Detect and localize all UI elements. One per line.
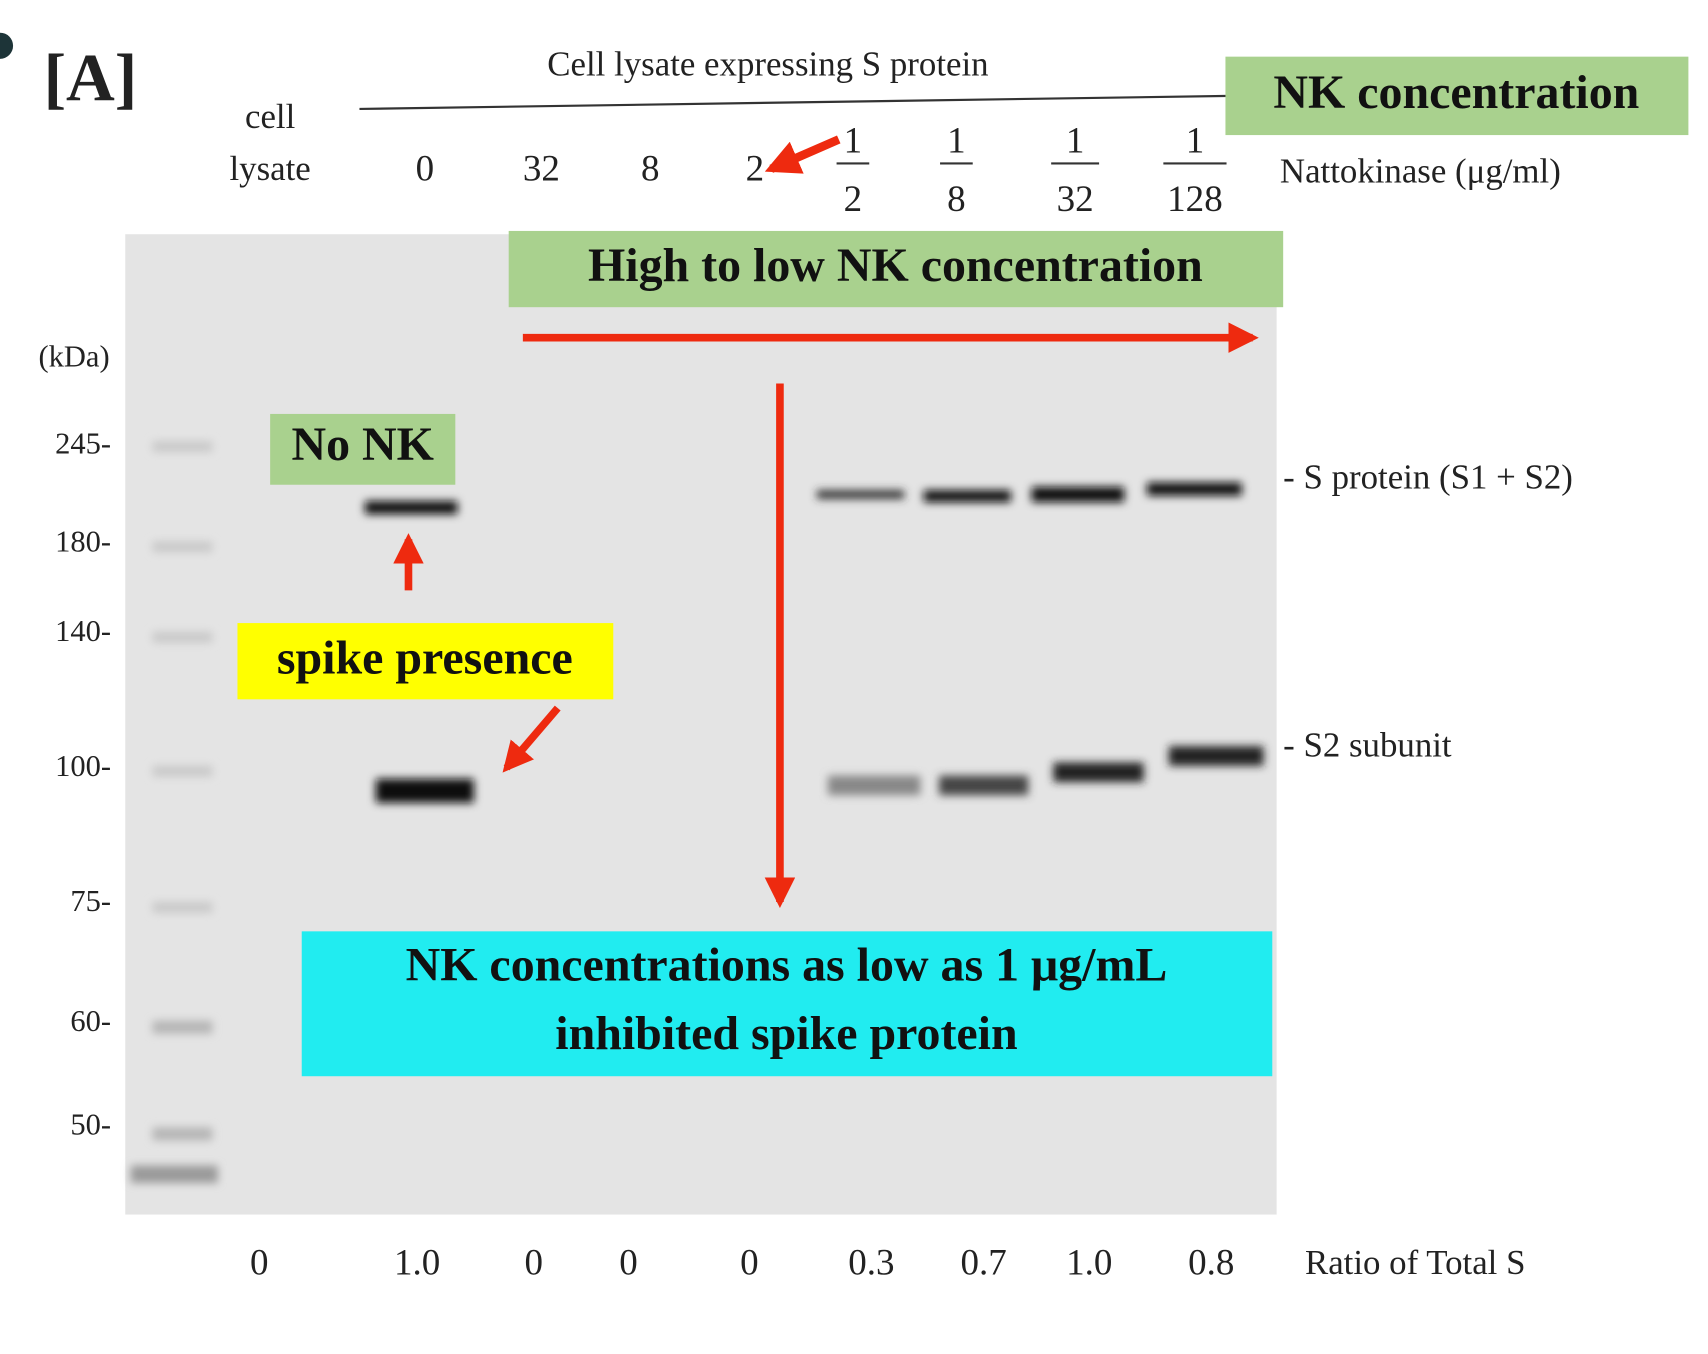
- marker-label: 60-: [70, 1004, 111, 1038]
- unit-label: Nattokinase (μg/ml): [1280, 151, 1561, 190]
- dose-label: 0: [416, 149, 435, 190]
- ladder: [130, 441, 218, 1183]
- annotation: High to low NK concentration: [588, 239, 1203, 292]
- panel-label: [A]: [44, 40, 138, 115]
- fraction-numerator: 1: [947, 120, 966, 161]
- ratio-value: 0.8: [1188, 1242, 1234, 1283]
- label-box: [301, 931, 1273, 1077]
- dose-label: 32: [523, 149, 560, 190]
- arrow: [502, 705, 561, 773]
- ratio-value: 1.0: [394, 1242, 440, 1283]
- marker-label: 180-: [55, 525, 111, 559]
- annotation: NK concentration: [1273, 66, 1639, 119]
- label-box: [1225, 56, 1689, 136]
- fraction-denominator: 128: [1167, 179, 1223, 220]
- fraction-denominator: 32: [1057, 179, 1094, 220]
- marker-label: 140-: [55, 614, 111, 648]
- ratio-value: 0.3: [848, 1242, 894, 1283]
- marker-label: 75-: [70, 884, 111, 918]
- fraction-numerator: 1: [1186, 120, 1205, 161]
- band-label: - S protein (S1 + S2): [1283, 457, 1573, 496]
- ratio-value: 0: [619, 1242, 638, 1283]
- dose-label: 8: [641, 149, 660, 190]
- marker-label: 100-: [55, 749, 111, 783]
- ratio-value: 0: [524, 1242, 543, 1283]
- header-line: [359, 94, 1231, 111]
- marker-label: 50-: [70, 1107, 111, 1141]
- dose-label: 2: [746, 149, 765, 190]
- label-box: [237, 623, 614, 700]
- dose-labels: 0 32 8 2: [416, 149, 765, 190]
- fraction-numerator: 1: [844, 120, 863, 161]
- annotation: spike presence: [277, 631, 573, 684]
- fraction-labels: 1 2 1 8 1 32 1 128: [836, 120, 1227, 220]
- marker-unit: (kDa): [39, 339, 110, 373]
- ratio-label: Ratio of Total S: [1305, 1243, 1526, 1282]
- band-label: - S2 subunit: [1283, 725, 1452, 764]
- fraction-denominator: 2: [844, 179, 863, 220]
- ratio-value: 1.0: [1066, 1242, 1112, 1283]
- label-box: [508, 230, 1284, 308]
- marker-label: 245-: [55, 427, 111, 461]
- lane-label: cell: [245, 97, 295, 136]
- annotation: NK concentrations as low as 1 μg/mL: [406, 938, 1168, 991]
- bands: [364, 482, 1264, 803]
- annotation: No NK: [292, 418, 434, 471]
- label-box: [270, 413, 456, 485]
- lane-label: lysate: [230, 149, 311, 188]
- markers: 245- 180- 140- 100- 75- 60- 50-: [55, 427, 111, 1142]
- ratio-value: 0.7: [960, 1242, 1006, 1283]
- fraction-denominator: 8: [947, 179, 966, 220]
- arrow: [764, 135, 841, 174]
- ratio-value: 0: [740, 1242, 759, 1283]
- ratio-values: 0 1.0 0 0 0 0.3 0.7 1.0 0.8: [250, 1242, 1234, 1283]
- ratio-value: 0: [250, 1242, 269, 1283]
- fraction-numerator: 1: [1066, 120, 1085, 161]
- header: Cell lysate expressing S protein: [547, 45, 988, 84]
- annotation: inhibited spike protein: [555, 1007, 1017, 1060]
- corner-dot: [0, 32, 14, 59]
